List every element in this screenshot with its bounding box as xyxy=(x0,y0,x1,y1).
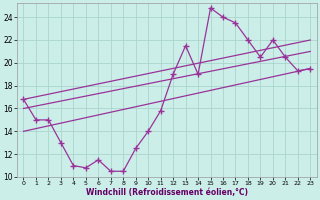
X-axis label: Windchill (Refroidissement éolien,°C): Windchill (Refroidissement éolien,°C) xyxy=(86,188,248,197)
